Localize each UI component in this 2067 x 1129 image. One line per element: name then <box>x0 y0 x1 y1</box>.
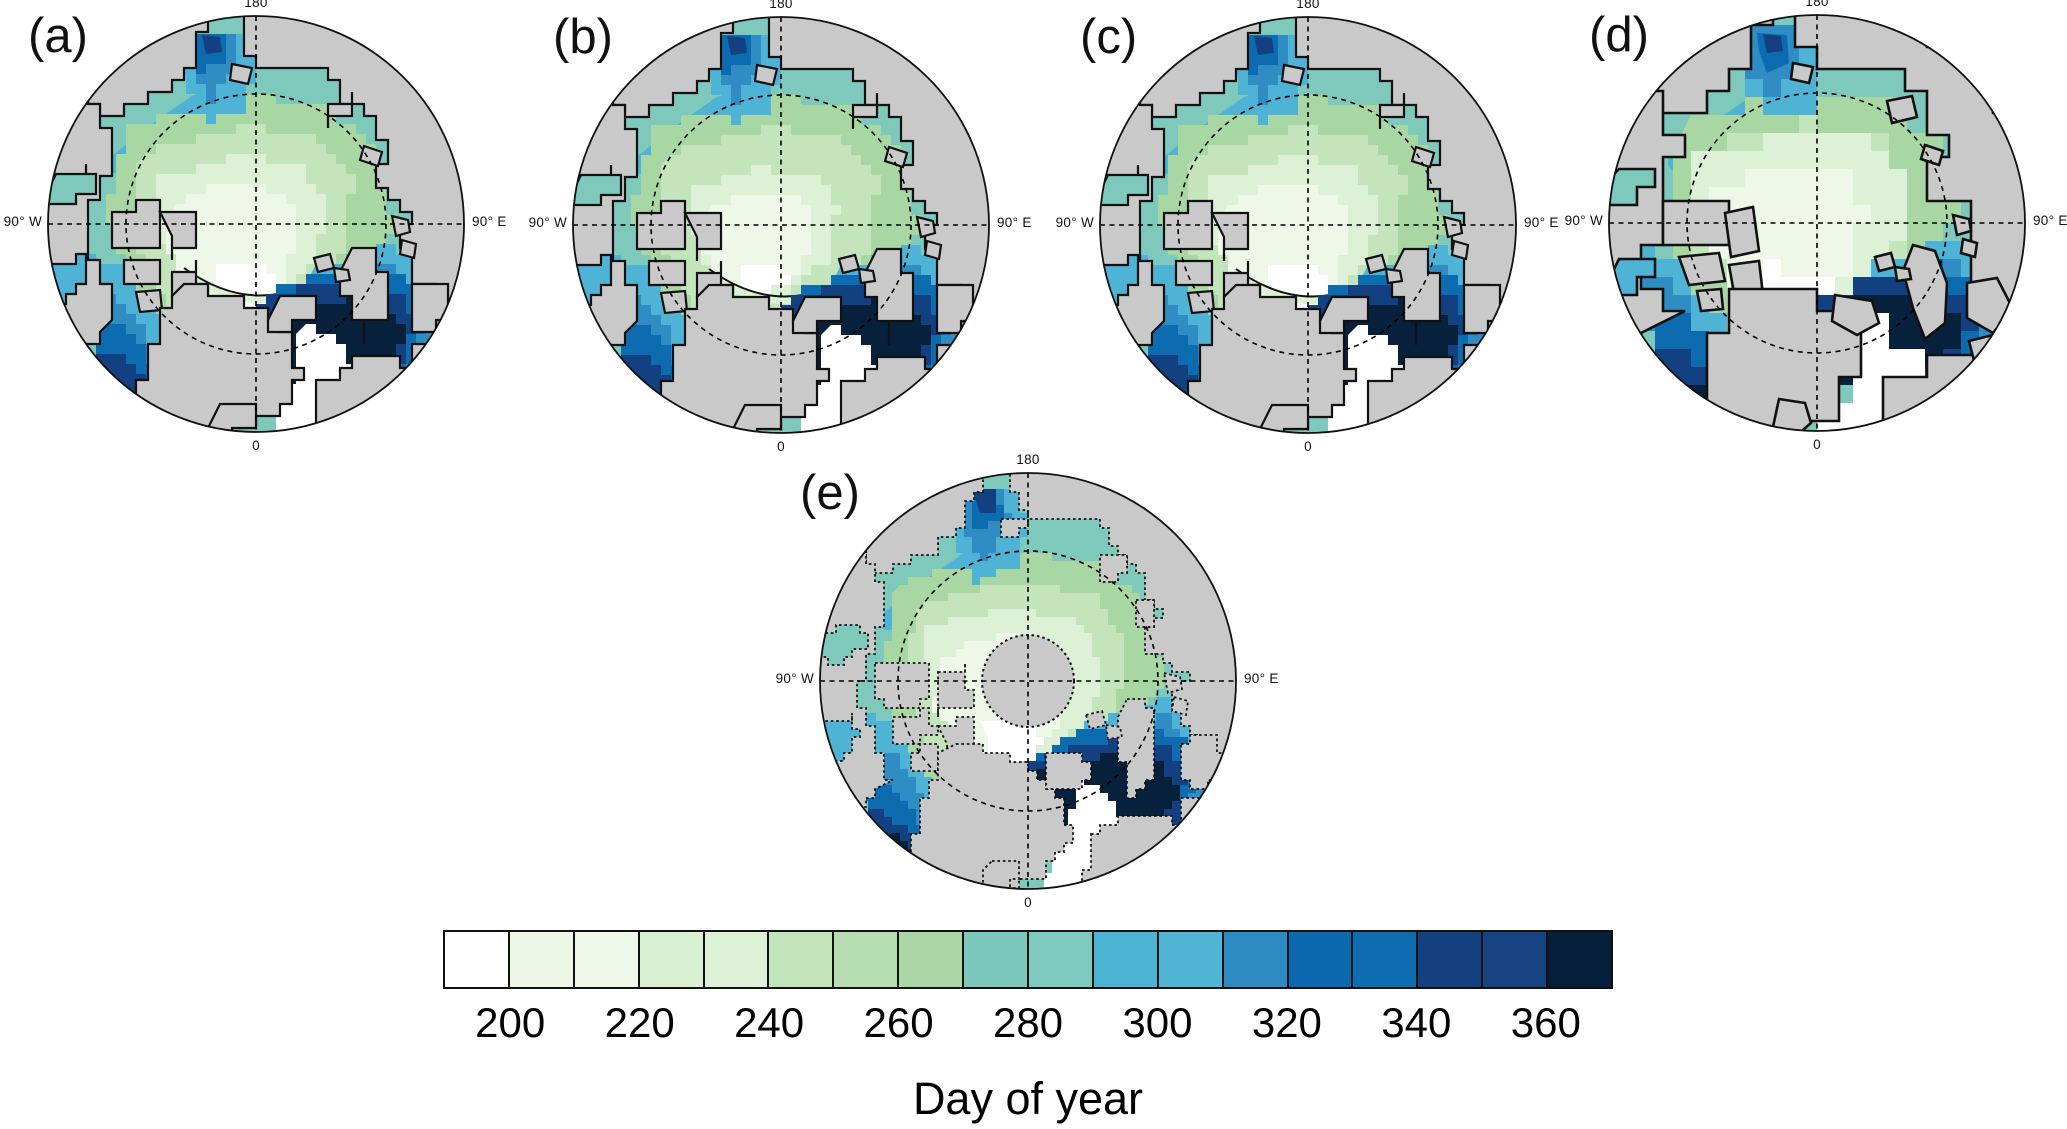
meridian-label-90w-c: 90° W <box>1055 215 1094 230</box>
map-panel-e <box>818 471 1238 891</box>
meridian-label-180-a: 180 <box>244 0 268 10</box>
colorbar <box>443 930 1613 989</box>
meridian-label-90w-a: 90° W <box>3 214 42 229</box>
meridian-label-90e-b: 90° E <box>997 215 1032 230</box>
panel-letter-e: (e) <box>800 466 860 520</box>
colorbar-cell-0 <box>445 932 508 987</box>
meridian-label-90w-e: 90° W <box>775 671 814 686</box>
meridian-label-0-c: 0 <box>1304 438 1312 454</box>
colorbar-cell-10 <box>1091 932 1157 987</box>
colorbar-cell-6 <box>832 932 898 987</box>
colorbar-tick-220: 220 <box>604 999 675 1046</box>
colorbar-tick-320: 320 <box>1251 999 1322 1046</box>
colorbar-cell-16 <box>1481 932 1547 987</box>
colorbar-ticks: 200 220 240 260 280 300 320 340 360 <box>443 1002 1613 1046</box>
panel-c: 180 0 90° W 90° E (c) <box>1028 0 1588 455</box>
colorbar-cell-11 <box>1156 932 1222 987</box>
panel-letter-a: (a) <box>28 9 88 63</box>
colorbar-tick-280: 280 <box>992 999 1064 1046</box>
map-panel-c <box>1098 15 1518 435</box>
meridian-label-90e-c: 90° E <box>1524 215 1559 230</box>
colorbar-cell-15 <box>1416 932 1482 987</box>
meridian-label-90e-d: 90° E <box>2033 213 2067 228</box>
colorbar-cell-4 <box>702 932 768 987</box>
meridian-label-0-e: 0 <box>1024 894 1032 910</box>
meridian-label-180-b: 180 <box>769 0 793 11</box>
colorbar-cell-3 <box>637 932 703 987</box>
colorbar-cell-1 <box>507 932 573 987</box>
panel-letter-d: (d) <box>1589 8 1649 62</box>
colorbar-cell-12 <box>1221 932 1287 987</box>
colorbar-cell-13 <box>1286 932 1352 987</box>
panel-a: 180 0 90° W 90° E (a) <box>0 0 536 454</box>
meridian-label-90e-a: 90° E <box>472 214 507 229</box>
meridian-label-180-d: 180 <box>1805 0 1829 9</box>
colorbar-cell-7 <box>897 932 963 987</box>
colorbar-tick-260: 260 <box>863 999 934 1046</box>
map-panel-d <box>1607 13 2027 433</box>
colorbar-cell-9 <box>1027 932 1092 987</box>
meridian-label-90e-e: 90° E <box>1244 671 1279 686</box>
meridian-label-0-d: 0 <box>1813 436 1821 452</box>
colorbar-cell-2 <box>572 932 638 987</box>
panel-letter-b: (b) <box>553 10 613 64</box>
colorbar-cell-8 <box>962 932 1028 987</box>
colorbar-tick-300: 300 <box>1122 999 1193 1046</box>
colorbar-tick-360: 360 <box>1510 999 1581 1046</box>
meridian-label-0-a: 0 <box>252 437 260 453</box>
panel-e: 180 0 90° W 90° E (e) <box>748 453 1308 911</box>
colorbar-title: Day of year <box>912 1073 1144 1124</box>
map-panel-a <box>46 14 466 434</box>
meridian-label-180-e: 180 <box>1016 452 1040 467</box>
colorbar-tick-240: 240 <box>734 999 805 1046</box>
meridian-label-0-b: 0 <box>777 438 785 454</box>
colorbar-tick-200: 200 <box>475 999 546 1046</box>
panel-d: 180 0 90° W 90° E (d) <box>1537 0 2067 453</box>
colorbar-cell-5 <box>767 932 833 987</box>
meridian-label-90w-b: 90° W <box>528 215 567 230</box>
colorbar-cell-17 <box>1546 932 1612 987</box>
meridian-label-90w-d: 90° W <box>1564 213 1603 228</box>
colorbar-cell-14 <box>1351 932 1417 987</box>
meridian-label-180-c: 180 <box>1296 0 1320 11</box>
panel-b: 180 0 90° W 90° E (b) <box>501 0 1061 455</box>
colorbar-tick-340: 340 <box>1381 999 1452 1046</box>
panel-letter-c: (c) <box>1080 10 1138 64</box>
map-panel-b <box>571 15 991 435</box>
